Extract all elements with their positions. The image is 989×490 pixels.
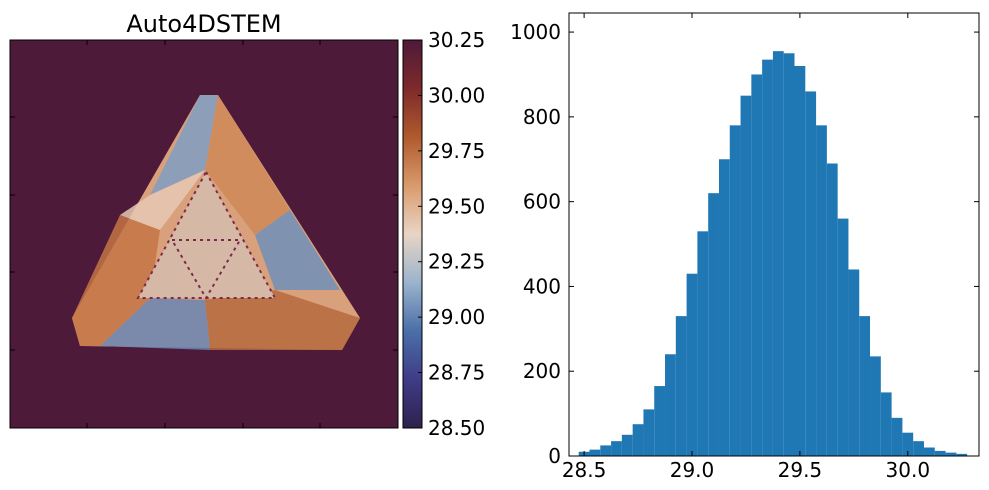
- histogram-bar: [621, 434, 633, 456]
- y-tick-label: 800: [523, 105, 561, 129]
- colorbar-tick-label: 29.75: [428, 139, 485, 163]
- histogram-panel: 28.5 29.0 29.5 30.0 0 200 400 600 800 1000: [510, 12, 980, 482]
- histogram-bar: [805, 91, 817, 456]
- histogram-bar: [600, 445, 612, 456]
- colorbar-tick-label: 29.00: [428, 305, 485, 329]
- colorbar-tick-label: 28.75: [428, 361, 485, 385]
- inner-subtriangle: [170, 239, 242, 300]
- histogram-bar: [913, 441, 924, 456]
- histogram-bar: [611, 441, 622, 456]
- colorbar-tick-label: 28.50: [428, 416, 485, 440]
- sector-darkorange-bottom-right: [205, 290, 360, 350]
- sector-blue-bottom: [100, 298, 210, 350]
- y-tick-label: 600: [523, 190, 561, 214]
- histogram-bar: [923, 447, 935, 456]
- colorbar: 28.50 28.75 29.00 29.25 29.50 29.75 30.00 30.25: [402, 28, 485, 440]
- sector-orange-top-right: [205, 95, 290, 235]
- histogram-x-ticks: 28.5 29.0 29.5 30.0: [562, 13, 930, 482]
- histogram-bar: [675, 316, 687, 456]
- sector-blue-right: [255, 210, 340, 290]
- x-tick-label: 29.5: [778, 458, 823, 482]
- x-tick-label: 28.5: [562, 458, 607, 482]
- histogram-frame: [568, 12, 980, 457]
- histogram-bar: [718, 159, 730, 456]
- y-tick-label: 1000: [510, 20, 561, 44]
- heatmap-ticks: [10, 40, 398, 428]
- histogram-bar: [826, 163, 838, 456]
- colorbar-tick-label: 29.50: [428, 194, 485, 218]
- colorbar-tick-label: 29.25: [428, 250, 485, 274]
- y-tick-label: 400: [523, 274, 561, 298]
- colorbar-gradient: [403, 40, 422, 428]
- histogram-bar: [740, 95, 752, 456]
- histogram-bar: [686, 273, 698, 456]
- x-tick-label: 29.0: [670, 458, 715, 482]
- histogram-bar: [794, 65, 806, 457]
- histogram-bar: [729, 125, 741, 456]
- histogram-bar: [837, 218, 849, 456]
- histogram-bar: [848, 269, 860, 456]
- histogram-y-ticks: 0 200 400 600 800 1000: [510, 20, 979, 468]
- histogram-bar: [589, 449, 601, 456]
- y-tick-label: 200: [523, 359, 561, 383]
- colorbar-ticks: 28.50 28.75 29.00 29.25 29.50 29.75 30.00 30.25: [418, 28, 485, 440]
- histogram-bar: [956, 453, 968, 456]
- histogram-bar: [632, 424, 644, 456]
- histogram-bar: [783, 53, 795, 456]
- heatmap-frame: [9, 39, 399, 429]
- histogram-bar: [643, 409, 655, 456]
- histogram-bar: [891, 417, 903, 456]
- sector-light-left: [120, 170, 205, 230]
- histogram-bar: [902, 432, 914, 456]
- y-tick-label: 0: [548, 444, 561, 468]
- heatmap-panel: Auto4DSTEM: [9, 10, 399, 429]
- histogram-bar: [665, 354, 676, 456]
- histogram-bar: [945, 452, 957, 456]
- histogram-bar: [772, 51, 784, 457]
- colorbar-tick-label: 30.25: [428, 28, 485, 52]
- histogram-bar: [859, 316, 871, 456]
- histogram-bar: [762, 59, 773, 456]
- sector-orange-left: [72, 215, 160, 346]
- histogram-bar: [934, 450, 946, 456]
- sector-blue-top-left: [150, 95, 218, 195]
- histogram-bar: [697, 231, 709, 456]
- histogram-bar: [870, 356, 881, 456]
- colorbar-tick-label: 30.00: [428, 83, 485, 107]
- histogram-bars: [578, 51, 968, 457]
- histogram-bar: [751, 74, 763, 456]
- histogram-bar: [880, 392, 892, 456]
- histogram-bar: [708, 193, 719, 456]
- heatmap-title: Auto4DSTEM: [126, 10, 281, 38]
- colorbar-frame: [402, 39, 423, 429]
- histogram-bar: [654, 386, 666, 456]
- x-tick-label: 30.0: [886, 458, 931, 482]
- histogram-bar: [816, 125, 827, 456]
